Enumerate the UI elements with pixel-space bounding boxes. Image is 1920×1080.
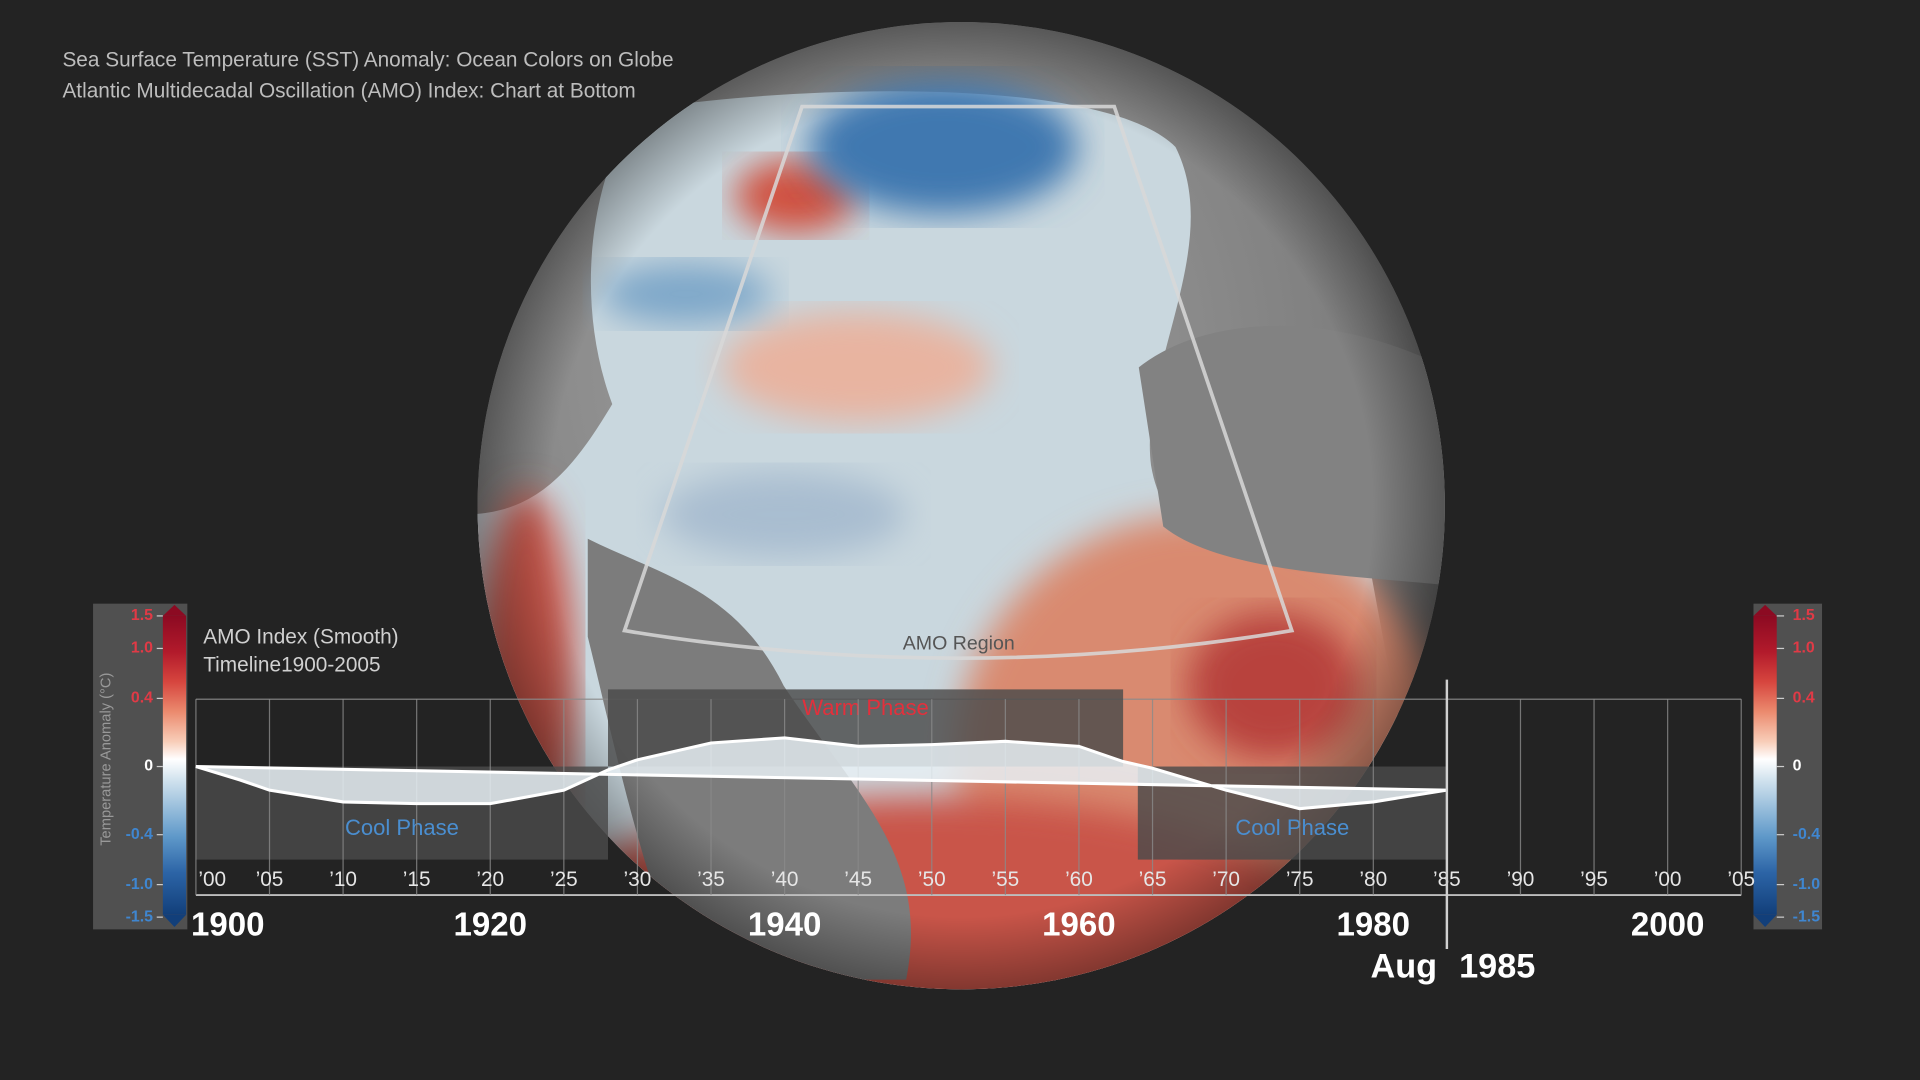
colorbar-tick-label: 1.5 [131,607,153,624]
x-tick-label: ’30 [624,868,652,891]
phase-label: Cool Phase [345,815,459,840]
x-tick-label: ’00 [1654,868,1682,891]
x-tick-label: ’05 [256,868,284,891]
current-year: 1985 [1459,948,1535,986]
header-line: Atlantic Multidecadal Oscillation (AMO) … [62,79,635,102]
colorbar-tick-label: 0.4 [1793,690,1815,707]
amo-chart: AMO Index (Smooth) Timeline1900-2005 Coo… [191,625,1755,985]
x-major-tick-label: 1960 [1042,907,1116,944]
amo-region-label: AMO Region [903,632,1015,654]
x-tick-label: ’10 [329,868,357,891]
x-tick-label: ’35 [697,868,725,891]
colorbar-strip [162,615,187,915]
x-tick-label: ’20 [476,868,504,891]
colorbar-label: Temperature Anomaly (°C) [98,673,114,846]
x-tick-label: ’90 [1507,868,1535,891]
x-tick-label: ’15 [403,868,431,891]
x-tick-label: ’40 [771,868,799,891]
colorbar-tick-label: 0.4 [131,690,153,707]
colorbar-arrow [1753,914,1777,927]
colorbar-arrow [162,604,187,616]
x-major-tick-label: 1980 [1337,907,1411,944]
x-tick-label: ’65 [1139,868,1167,891]
x-tick-label: ’00 [198,868,226,891]
colorbar-tick-label: -0.4 [1793,826,1821,843]
amo-area [195,736,1448,811]
x-tick-label: ’95 [1580,868,1608,891]
colorbar-tick-label: 1.0 [131,640,153,657]
colorbar-tick-label: -1.0 [126,876,154,893]
colorbar-arrow [1753,604,1777,616]
x-major-tick-label: 1920 [453,907,527,944]
colorbar-strip [1753,615,1777,915]
x-tick-label: ’75 [1286,868,1314,891]
colorbar-tick-label: -1.0 [1793,876,1821,893]
header-line: Sea Surface Temperature (SST) Anomaly: O… [62,49,673,72]
colorbar-right: 1.5 1.0 0.4 0 -0.4 -1.0 -1.5 [1753,603,1823,930]
x-tick-label: ’55 [991,868,1019,891]
colorbar-left: Temperature Anomaly (°C) 1.5 1.0 0.4 0 -0.4 -… [93,603,188,930]
x-tick-label: ’70 [1212,868,1240,891]
globe: AMO Region [477,22,1445,990]
colorbar-tick-label: 0 [144,758,153,775]
x-major-tick-label: 1900 [191,907,265,944]
phase-label: Cool Phase [1235,815,1349,840]
x-tick-label: ’50 [918,868,946,891]
x-tick-label: ’45 [844,868,872,891]
colorbar-tick-label: 1.0 [1793,640,1815,657]
x-major-tick-label: 1940 [748,907,822,944]
amo-region-outline [622,104,1295,660]
colorbar-tick-label: -1.5 [126,908,154,925]
chart-subtitle: Timeline1900-2005 [203,654,380,677]
globe-ocean [477,22,1445,990]
phase-label: Warm Phase [802,695,929,720]
current-month: Aug [1370,948,1437,986]
colorbar-tick-label: -1.5 [1793,908,1821,925]
x-tick-label: ’05 [1727,868,1755,891]
colorbar-arrow [162,914,187,927]
x-tick-label: ’25 [550,868,578,891]
x-major-tick-label: 2000 [1631,907,1705,944]
x-tick-label: ’80 [1359,868,1387,891]
colorbar-tick-label: -0.4 [126,826,154,843]
colorbar-tick-label: 1.5 [1793,607,1815,624]
colorbar-tick-label: 0 [1793,758,1802,775]
chart-title: AMO Index (Smooth) [203,625,398,648]
x-tick-label: ’60 [1065,868,1093,891]
